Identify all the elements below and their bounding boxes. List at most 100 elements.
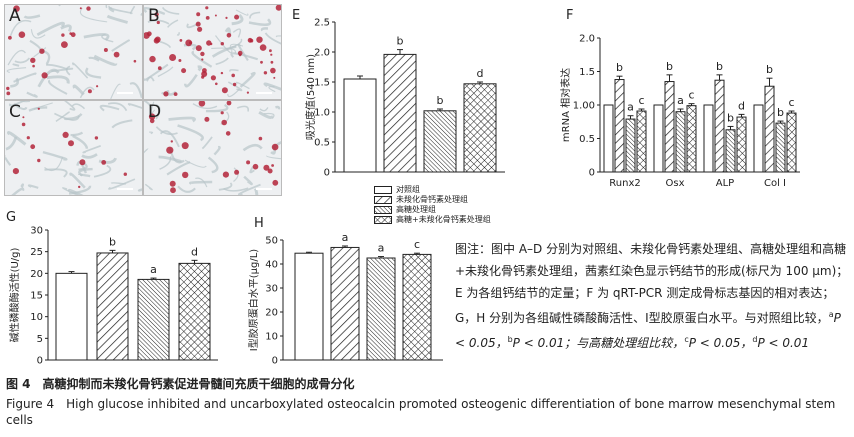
y-tick-label: 1.0 [314,108,330,119]
tissue-fiber [235,9,249,16]
calcium-nodule [170,140,173,143]
calcium-nodule [148,113,156,120]
tissue-fiber [213,145,221,156]
tissue-fiber [144,6,166,16]
tissue-fiber [81,153,98,159]
bar [703,104,714,173]
calcium-nodule [39,48,45,54]
tissue-fiber [93,54,118,66]
calcium-nodule [195,21,201,27]
calcium-nodule [86,6,91,11]
calcium-nodule [123,172,128,176]
significance-label: b [437,94,444,107]
chart-f: 0 0.5 1.00 1.5 2.0 mRNA 相对表达 b a c Runx2 b a c Osx b b d… [555,8,815,198]
tissue-fiber [42,150,68,161]
calcium-nodule [153,37,160,44]
calcium-nodule [210,42,213,46]
tissue-fiber [12,63,20,67]
calcium-nodule [226,101,232,106]
y-tick-label: 2.0 [579,34,595,45]
calcium-nodule [61,33,65,37]
tissue-fiber [93,164,112,178]
tissue-fiber [233,167,239,183]
calcium-nodule [226,33,232,38]
calcium-nodule [6,86,10,91]
tissue-fiber [159,130,180,148]
calcium-nodule [169,54,177,61]
calcium-nodule [205,6,209,10]
legend: 对照组 未羧化骨钙素处理组 高糖处理组 高糖+未羧化骨钙素处理组 [374,185,491,225]
bar [603,104,614,173]
calcium-nodule [215,82,218,86]
calcium-nodule [68,140,74,147]
tissue-fiber [265,155,281,160]
legend-label: 高糖+未羧化骨钙素处理组 [396,215,491,224]
bar [614,79,625,173]
tissue-fiber [144,101,152,107]
calcium-nodule [156,20,160,25]
tissue-fiber [275,105,281,110]
bar [764,85,775,173]
tissue-fiber [207,156,219,174]
calcium-nodule [234,169,240,175]
note-text: P < 0.01；与高糖处理组比较， [512,336,685,350]
significance-label: a [150,263,157,276]
calcium-nodule [12,168,19,175]
tissue-fiber [215,35,233,54]
tissue-fiber [167,19,179,28]
tissue-fiber [263,82,281,91]
tissue-fiber [231,14,244,26]
calcium-nodule [32,64,35,68]
chart-g: 0 5 10 15 20 25 30 碱性磷酸酶活性(U/g) b a d [0,218,240,368]
bar [725,129,736,173]
calcium-nodule [221,119,227,126]
calcium-nodule [113,51,120,58]
tissue-fiber [229,69,239,72]
tissue-fiber [157,66,174,78]
significance-label: d [191,245,198,258]
significance-label: b [777,106,784,119]
significance-label: d [738,99,745,112]
tissue-fiber [37,68,60,88]
bar [664,81,675,173]
y-tick-label: 0 [272,356,278,367]
calcium-nodule [249,38,254,43]
tissue-fiber [195,177,208,188]
tissue-fiber [258,110,273,119]
tissue-fiber [150,101,156,114]
calcium-nodule [78,185,81,189]
sup-c: c [684,335,689,344]
calcium-nodule [269,49,272,53]
calcium-nodule [197,26,203,32]
significance-label: b [666,60,673,73]
significance-label: a [627,101,634,114]
tissue-fiber [72,134,89,149]
calcium-nodule [272,179,279,186]
chart-h: 0 10 20 30 40 50 Ⅰ型胶原蛋白水平(μg/L) a a c [245,218,455,368]
tissue-fiber [70,131,84,137]
calcium-nodule [275,5,281,11]
bar [636,110,647,173]
calcium-nodule [210,75,216,81]
sup-d: d [752,335,758,344]
calcium-nodule [13,5,20,12]
calcium-nodule [149,55,156,63]
bar [294,252,324,361]
micrograph-background [144,5,281,99]
calcium-nodule [37,158,41,163]
calcium-nodule [144,32,150,39]
tissue-fiber [237,105,250,112]
y-tick-label: 1.5 [314,78,330,89]
calcium-nodule [260,60,263,64]
significance-label: b [109,235,116,248]
tissue-fiber [99,104,120,112]
calcium-nodule [196,12,201,17]
micrograph-background [144,101,281,195]
calcium-nodule [225,16,228,19]
panel-label-d: D [148,102,162,122]
tissue-fiber [11,187,25,195]
tissue-fiber [26,91,38,98]
y-tick-label: 30 [30,226,43,237]
calcium-nodule [181,68,187,74]
calcium-nodule [259,44,267,51]
